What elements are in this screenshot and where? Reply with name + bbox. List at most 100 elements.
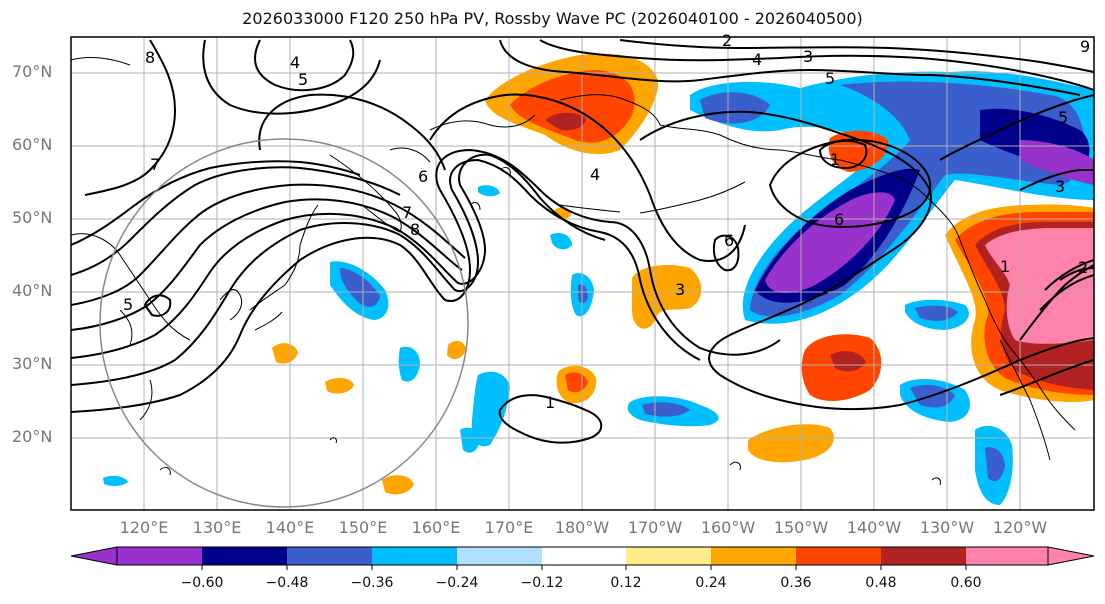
contour-line-25 (999, 359, 1094, 396)
contour-label: 2 (1078, 258, 1088, 277)
coastline-kamchatka (329, 147, 431, 233)
lon-label: 140°W (846, 518, 902, 537)
lat-label: 70°N (12, 62, 53, 81)
lon-label: 120°W (992, 518, 1048, 537)
anomaly-shading (103, 53, 1094, 505)
contour-line-10 (258, 93, 446, 171)
colorbar-tick-label: −0.48 (265, 575, 309, 591)
contour-label: 3 (803, 47, 813, 66)
lon-label: 120°E (119, 518, 169, 537)
contour-label: 5 (1058, 108, 1068, 127)
contour-label: 6 (724, 231, 734, 250)
lat-label: 40°N (12, 281, 53, 300)
contour-line-20 (498, 394, 603, 444)
lon-label: 160°W (700, 518, 756, 537)
anomaly-negative-subtropic-1 (471, 371, 510, 447)
coastline-aleutians (559, 181, 746, 214)
colorbar-tick-label: −0.24 (435, 575, 479, 591)
anomaly-positive-bering-max (545, 112, 586, 131)
anomaly-positive-small-3 (382, 475, 414, 495)
colorbar-tick-label: −0.36 (350, 575, 394, 591)
contour-line-18 (818, 139, 868, 170)
anomaly-positive-japan-east (272, 343, 298, 364)
colorbar-segment (796, 547, 881, 565)
colorbar-tick-label: −0.60 (180, 575, 224, 591)
lon-label: 150°E (338, 518, 388, 537)
colorbar-tick-label: 0.12 (610, 575, 642, 591)
contour-label: 1 (545, 393, 555, 412)
colorbar-tick-label: −0.12 (520, 575, 564, 591)
anomaly-negative-small-2 (478, 185, 500, 197)
lon-label: 180°W (554, 518, 610, 537)
contour-label: 3 (1055, 177, 1065, 196)
contour-line-13 (539, 39, 1094, 91)
colorbar-tick-label: 0.60 (950, 575, 982, 591)
contour-line-15 (639, 110, 932, 401)
contour-label: 7 (402, 203, 412, 222)
lon-label: 170°E (484, 518, 534, 537)
contour-labels: 8 4 5 3 4 5 2 9 5 6 4 7 8 6 7 1 6 3 2 5 … (123, 31, 1090, 412)
contour-line-7 (71, 160, 361, 246)
anomaly-negative-small-3 (103, 475, 128, 487)
contour-line-11 (429, 93, 746, 262)
colorbar-tick-label: 0.24 (695, 575, 727, 591)
lon-label: 170°W (627, 518, 683, 537)
anomaly-negative-small-4 (460, 427, 480, 453)
anomaly-positive-west-us-extreme (985, 228, 1094, 344)
contour-label: 5 (123, 295, 133, 314)
lat-label: 60°N (12, 135, 53, 154)
contour-label: 6 (418, 167, 428, 186)
anomaly-positive-small-2 (447, 340, 466, 360)
lon-label: 140°E (265, 518, 315, 537)
contour-line-14 (619, 39, 1094, 73)
contour-label: 3 (675, 280, 685, 299)
contour-line-12 (499, 39, 1081, 96)
lon-label: 130°W (919, 518, 975, 537)
colorbar-extend-left (70, 546, 118, 566)
contour-label: 7 (150, 155, 160, 174)
anomaly-negative-alaska-extreme (765, 140, 1094, 294)
anomaly-negative-mexico-core (985, 447, 1005, 482)
lon-label: 130°E (192, 518, 242, 537)
colorbar-tick-label: 0.48 (865, 575, 897, 591)
contour-label: 6 (834, 210, 844, 229)
contour-label: 1 (1000, 257, 1010, 276)
colorbar-segment (542, 547, 626, 565)
contour-line-2 (71, 158, 701, 386)
pv-contours (71, 39, 1094, 444)
contour-label: 5 (825, 69, 835, 88)
contour-label: 8 (145, 48, 155, 67)
contour-label: 8 (410, 220, 420, 239)
lon-label: 150°W (773, 518, 829, 537)
anomaly-positive-bering-core (510, 70, 635, 143)
contour-line-8 (84, 39, 381, 196)
anomaly-negative-hawaii-core (642, 402, 690, 417)
contour-line-9 (254, 39, 355, 92)
map-title: 2026033000 F120 250 hPa PV, Rossby Wave … (242, 9, 863, 28)
coastline-korea-japan (219, 204, 319, 331)
coastline-alaska (659, 124, 961, 241)
contour-label: 4 (290, 53, 300, 72)
colorbar-segment (202, 547, 287, 565)
map-frame (70, 36, 1095, 511)
colorbar-segment (117, 547, 202, 565)
contour-label: 9 (1080, 37, 1090, 56)
colorbar-extend-right (1047, 546, 1095, 566)
contour-label: 2 (722, 31, 732, 50)
lat-label: 50°N (12, 208, 53, 227)
anomaly-negative-japan-core (340, 268, 380, 307)
colorbar-segment (626, 547, 711, 565)
lon-label: 160°E (411, 518, 461, 537)
coastline-asia (71, 57, 191, 421)
contour-line-17 (779, 337, 1094, 411)
coastlines (71, 57, 1076, 486)
anomaly-positive-small-1 (325, 377, 354, 394)
contour-line-24 (1044, 259, 1094, 291)
lat-label: 30°N (12, 354, 53, 373)
reference-circle (99, 138, 469, 508)
coastline-islands (159, 167, 941, 486)
contour-label: 5 (298, 70, 308, 89)
anomaly-positive-hawaii-north-core (830, 350, 866, 372)
colorbar-segment (711, 547, 796, 565)
